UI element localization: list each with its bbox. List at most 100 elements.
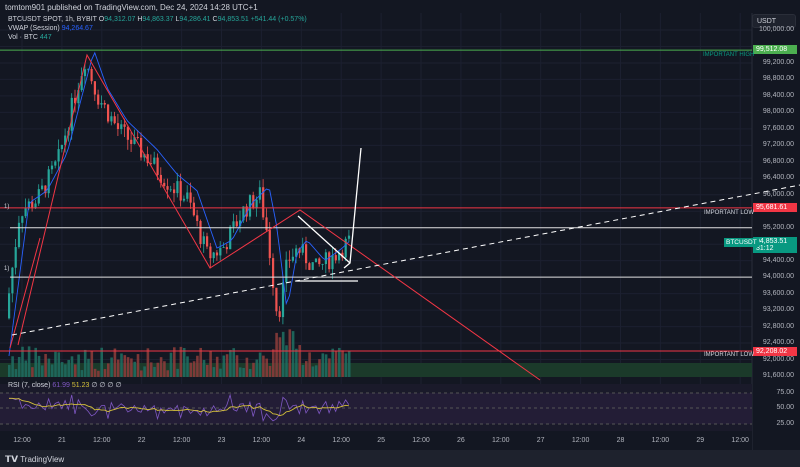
time-tick: 12:00 xyxy=(571,437,590,444)
volume-bar xyxy=(212,367,216,377)
candle-body xyxy=(44,185,47,194)
candle-body xyxy=(31,201,34,209)
volume-legend[interactable]: Vol · BTC 447 xyxy=(8,34,52,41)
candle-body xyxy=(173,189,176,194)
volume-bar xyxy=(87,358,90,377)
time-axis-bg xyxy=(0,431,752,450)
candle-body xyxy=(334,255,337,261)
candle-body xyxy=(347,235,351,239)
volume-bar xyxy=(77,354,80,377)
time-tick: 12:00 xyxy=(492,437,510,444)
price-tick: 96,000.00 xyxy=(762,190,794,198)
candle-body xyxy=(136,137,139,138)
volume-bar xyxy=(93,368,97,377)
volume-bar xyxy=(239,367,242,377)
candle-body xyxy=(229,226,232,250)
tradingview-logo-icon: 𝗧𝗩 xyxy=(5,454,19,464)
candle-body xyxy=(34,203,37,209)
candle-body xyxy=(298,248,301,253)
candle-body xyxy=(153,157,156,164)
volume-bar xyxy=(186,356,189,377)
candle-body xyxy=(239,220,242,227)
candle-body xyxy=(258,187,261,200)
open-label: O xyxy=(98,16,105,23)
candle-body xyxy=(146,154,149,164)
rsi-extra: ∅ ∅ ∅ ∅ xyxy=(91,382,122,389)
candle-body xyxy=(341,252,344,258)
volume-bar xyxy=(196,355,199,377)
volume-bar xyxy=(47,358,51,377)
candle-body xyxy=(41,185,44,190)
marker-label-1: 1) xyxy=(4,204,10,210)
vwap-legend[interactable]: VWAP (Session) 94,264.67 xyxy=(8,25,93,32)
candle-body xyxy=(291,256,294,261)
important-high-price-tag: 99,512.08 xyxy=(753,45,797,54)
dashed-trendline xyxy=(11,184,800,336)
volume-bar xyxy=(136,354,140,377)
volume-bar xyxy=(169,352,173,377)
candle-body xyxy=(90,68,93,82)
volume-bar xyxy=(209,350,212,377)
volume-bar xyxy=(275,332,278,377)
price-tick: 99,200.00 xyxy=(762,58,794,66)
volume-bar xyxy=(281,331,285,377)
rsi-ma-value: 51.23 xyxy=(71,382,90,389)
important-low-label-1: IMPORTANT LOW xyxy=(704,210,755,216)
volume-bar xyxy=(308,352,311,377)
price-tick: 97,200.00 xyxy=(762,141,794,149)
volume-bar xyxy=(27,346,31,377)
volume-bar xyxy=(199,347,202,377)
time-tick: 12:00 xyxy=(731,437,749,444)
candle-body xyxy=(235,221,238,227)
price-tick: 92,400.00 xyxy=(762,339,794,347)
chart-canvas[interactable] xyxy=(0,13,800,450)
volume-bar xyxy=(80,370,84,377)
volume-bar xyxy=(321,353,325,377)
volume-bar xyxy=(14,369,18,377)
candle-body xyxy=(24,208,27,217)
candle-body xyxy=(301,244,304,253)
volume-bar xyxy=(103,369,107,377)
vwap-line xyxy=(8,51,350,357)
volume-bar xyxy=(11,356,14,377)
candle-body xyxy=(166,186,169,190)
volume-bar xyxy=(21,346,24,377)
price-tick: 93,600.00 xyxy=(762,289,794,297)
rsi-legend[interactable]: RSI (7, close) 61.99 51.23 ∅ ∅ ∅ ∅ xyxy=(8,381,122,389)
candle-body xyxy=(57,149,60,162)
volume-bar xyxy=(265,358,268,377)
candle-body xyxy=(285,259,288,283)
volume-bar xyxy=(120,353,123,377)
candle-body xyxy=(14,247,17,268)
candle-body xyxy=(225,247,228,250)
important-low-label-2: IMPORTANT LOW xyxy=(704,352,755,358)
candle-body xyxy=(248,195,252,217)
volume-bar xyxy=(70,356,74,377)
chart-area[interactable]: BTCUSDT SPOT, 1h, BYBIT O94,312.07 H94,8… xyxy=(0,13,800,450)
volume-bar xyxy=(341,350,344,377)
volume-bar xyxy=(156,362,160,377)
symbol-legend[interactable]: BTCUSDT SPOT, 1h, BYBIT O94,312.07 H94,8… xyxy=(8,16,307,23)
volume-bar xyxy=(242,367,245,377)
candle-body xyxy=(60,144,63,150)
time-tick: 12:00 xyxy=(332,437,350,444)
candle-body xyxy=(192,202,195,216)
volume-bar xyxy=(245,357,249,377)
volume-bar xyxy=(232,348,235,377)
candle-body xyxy=(116,123,120,130)
volume-bar xyxy=(97,370,100,377)
candle-body xyxy=(21,216,24,223)
volume-bar xyxy=(248,368,252,377)
rsi-label: RSI (7, close) xyxy=(8,382,51,389)
volume-bar xyxy=(44,353,47,377)
volume-bar xyxy=(34,347,37,377)
candle-body xyxy=(130,139,133,144)
candle-body xyxy=(103,103,106,105)
volume-bar xyxy=(37,355,41,377)
low-label: L xyxy=(175,16,180,23)
volume-bar xyxy=(189,362,193,377)
candle-body xyxy=(314,258,318,263)
candle-body xyxy=(87,68,90,70)
volume-bar xyxy=(252,362,255,377)
currency-selector[interactable]: USDT xyxy=(752,14,796,28)
